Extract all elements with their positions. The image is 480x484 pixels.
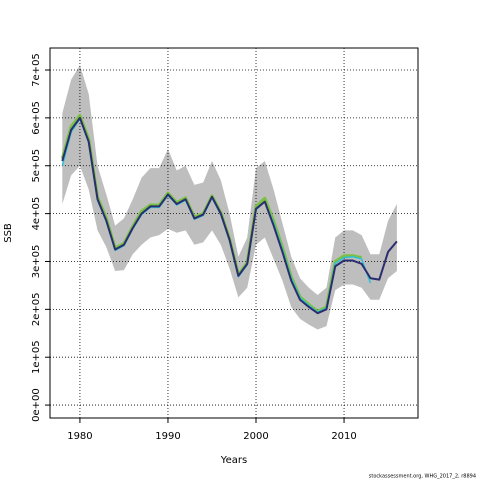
x-axis-label: Years [220, 455, 247, 466]
y-tick-label: 7e+05 [31, 53, 42, 87]
series-line [61, 116, 398, 315]
y-tick-label: 4e+05 [31, 197, 42, 231]
confidence-band [62, 65, 397, 330]
y-tick-label: 2e+05 [31, 293, 42, 327]
plot-frame [49, 47, 419, 419]
x-tick-label: 1990 [155, 431, 180, 442]
y-axis-label: SSB [3, 223, 14, 243]
y-tick-label: 3e+05 [31, 245, 42, 279]
footnote: stockassessment.org, WHG_2017_2, r8894 [369, 474, 476, 480]
x-tick-label: 1980 [67, 431, 92, 442]
x-tick-label: 2000 [243, 431, 268, 442]
x-tick-label: 2010 [331, 431, 356, 442]
y-tick-label: 5e+05 [31, 149, 42, 183]
y-tick-label: 6e+05 [31, 101, 42, 135]
y-tick-label: 0e+00 [31, 388, 42, 422]
y-tick-label: 1e+05 [31, 340, 42, 374]
